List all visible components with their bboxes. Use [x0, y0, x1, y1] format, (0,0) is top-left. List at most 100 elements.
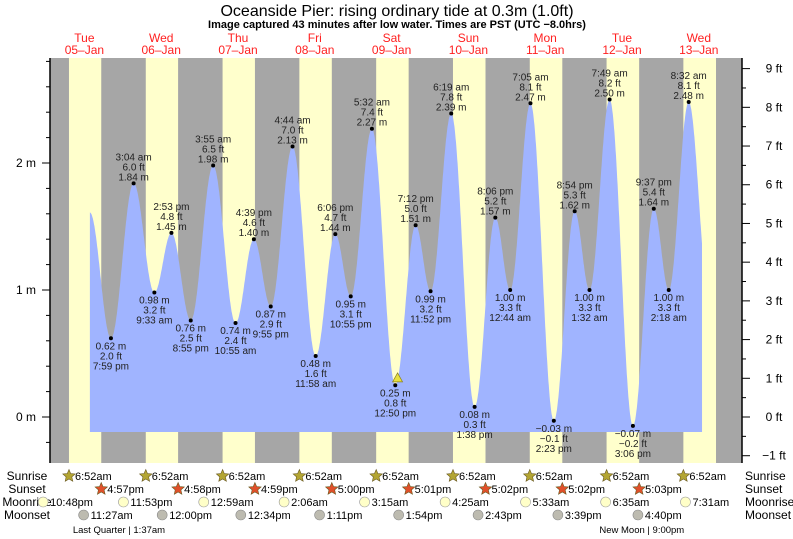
- high-tide-label: 5.2 ft: [484, 197, 506, 208]
- low-tide-label: 0.25 m: [380, 388, 411, 399]
- low-tide-label: 3.3 ft: [578, 303, 600, 314]
- low-tide-label: 1.00 m: [495, 293, 526, 304]
- sunrise-icon: [292, 468, 307, 482]
- high-tide-label: 2.47 m: [515, 92, 546, 103]
- high-tide-label: 8.1 ft: [519, 82, 541, 93]
- date-label: 08–Jan: [295, 43, 334, 57]
- high-tide-point: [607, 97, 612, 102]
- day-of-week-label: Fri: [308, 31, 322, 45]
- high-tide-label: 1.98 m: [198, 155, 229, 166]
- high-tide-label: 1.44 m: [320, 223, 351, 234]
- moonrise-icon: [680, 496, 691, 508]
- high-tide-label: 4.6 ft: [243, 218, 265, 229]
- sunset-time: 4:57pm: [107, 484, 144, 496]
- moonrise-time: 5:33am: [533, 497, 570, 509]
- low-tide-label: −0.07 m: [615, 429, 651, 440]
- high-tide-label: 4.7 ft: [324, 213, 346, 224]
- row-label-left: Moonset: [4, 508, 51, 522]
- low-tide-label: 2.0 ft: [100, 351, 122, 362]
- low-tide-point: [188, 318, 193, 323]
- high-tide-point: [413, 223, 418, 228]
- day-labels: Tue05–JanWed06–JanThu07–JanFri08–JanSat0…: [65, 31, 719, 57]
- high-tide-label: 6.5 ft: [202, 145, 224, 156]
- moonrise-icon: [37, 496, 49, 508]
- high-tide-point: [449, 111, 454, 116]
- moon-phase-label: New Moon | 9:00pm: [599, 525, 684, 536]
- sunrise-icon: [446, 468, 460, 482]
- high-tide-label: 5:32 am: [354, 98, 390, 109]
- moonset-time: 1:11pm: [327, 510, 363, 522]
- chart-subtitle: Image captured 43 minutes after low wate…: [208, 19, 586, 31]
- high-tide-label: 8.1 ft: [678, 81, 700, 92]
- day-of-week-label: Sun: [458, 31, 479, 45]
- high-tide-point: [493, 215, 498, 220]
- sunset-icon: [555, 481, 570, 495]
- high-tide-label: 1.40 m: [239, 228, 270, 239]
- sunset-icon: [324, 481, 339, 495]
- sunrise-icon: [215, 468, 230, 482]
- high-tide-label: 3:04 am: [116, 152, 152, 163]
- sunset-icon: [632, 481, 647, 495]
- sunset-time: 5:01pm: [415, 484, 452, 496]
- high-tide-label: 2.27 m: [357, 118, 388, 129]
- low-tide-label: 0.74 m: [220, 326, 251, 337]
- sunrise-time: 6:52am: [382, 471, 419, 483]
- sunrise-icon: [62, 468, 76, 482]
- high-tide-label: 2.39 m: [436, 102, 467, 113]
- low-tide-label: 0.99 m: [415, 294, 446, 305]
- moonset-time: 12:34pm: [248, 510, 291, 522]
- low-tide-label: 0.3 ft: [464, 420, 486, 431]
- moon-phase-label: Last Quarter | 1:37am: [73, 525, 165, 536]
- sunset-time: 5:00pm: [338, 484, 375, 496]
- low-tide-label: 12:44 am: [489, 313, 531, 324]
- high-tide-label: 7:05 am: [512, 72, 548, 83]
- low-tide-label: 3.2 ft: [143, 306, 165, 317]
- low-tide-label: 0.95 m: [335, 299, 366, 310]
- sunset-time: 5:02pm: [492, 484, 529, 496]
- moonrise-icon: [600, 496, 611, 508]
- high-tide-point: [572, 209, 577, 214]
- right-tick-label: 9 ft: [766, 62, 783, 76]
- low-tide-label: 0.08 m: [459, 410, 490, 421]
- low-tide-label: 2.4 ft: [224, 336, 246, 347]
- high-tide-point: [686, 100, 691, 105]
- sunrise-time: 6:52am: [689, 471, 726, 483]
- sunrise-time: 6:52am: [229, 471, 266, 483]
- sunrise-time: 6:52am: [459, 471, 496, 483]
- high-tide-label: 5.3 ft: [564, 190, 586, 201]
- high-tide-point: [333, 232, 338, 237]
- moonrise-time: 12:59am: [211, 497, 254, 509]
- right-tick-label: −1 ft: [762, 449, 786, 463]
- tide-area: [89, 99, 703, 432]
- high-tide-label: 4:39 pm: [236, 208, 272, 219]
- high-tide-label: 6.0 ft: [122, 162, 144, 173]
- high-tide-label: 6:06 pm: [317, 203, 353, 214]
- day-of-week-label: Mon: [534, 31, 557, 45]
- sunset-time: 4:58pm: [184, 484, 221, 496]
- date-label: 09–Jan: [372, 43, 411, 57]
- low-tide-label: 9:55 pm: [253, 330, 289, 341]
- axes: 0 m 1 m 2 m −1 ft 0 ft 1 ft 2 ft 3 ft 4 ft 5 ft 6 …: [16, 58, 787, 463]
- low-tide-label: 0.8 ft: [384, 398, 406, 409]
- moonrise-icon: [118, 496, 129, 508]
- low-tide-point: [630, 423, 635, 428]
- right-tick-label: 5 ft: [766, 216, 783, 230]
- moonrise-icon: [520, 496, 531, 508]
- low-tide-label: 2:18 am: [651, 313, 687, 324]
- chart-title: Oceanside Pier: rising ordinary tide at …: [220, 3, 573, 20]
- moonset-time: 4:40pm: [645, 510, 682, 522]
- high-tide-label: 1.84 m: [118, 172, 149, 183]
- low-tide-label: 8:55 pm: [173, 343, 209, 354]
- moonrise-icon: [359, 496, 370, 508]
- high-tide-label: 3:55 am: [195, 135, 231, 146]
- right-tick-label: 4 ft: [766, 255, 783, 269]
- high-tide-point: [251, 237, 256, 242]
- sunrise-icon: [522, 468, 537, 482]
- low-tide-point: [508, 288, 513, 292]
- low-tide-point: [393, 383, 398, 388]
- sunset-icon: [171, 481, 186, 495]
- left-tick-label: 0 m: [16, 410, 36, 424]
- high-tide-label: 9:37 pm: [636, 178, 672, 189]
- low-tide-label: 1.6 ft: [305, 369, 327, 380]
